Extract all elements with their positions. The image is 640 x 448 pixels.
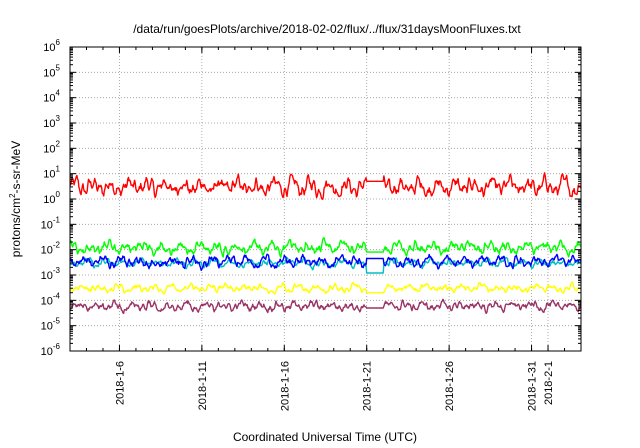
series-line-2	[69, 237, 581, 258]
y-tick-label-exp: 4	[56, 89, 61, 98]
series-layer	[69, 172, 582, 315]
x-tick-label: 2018-1-31	[527, 361, 539, 411]
y-tick-label-exp: -2	[53, 241, 61, 250]
y-tick-label-base: 10	[43, 93, 55, 105]
x-tick-label: 2018-1-11	[197, 361, 209, 410]
y-tick-label-base: 10	[43, 42, 55, 54]
series-line-4	[69, 253, 582, 271]
y-tick-label: 100	[43, 190, 60, 206]
y-tick-label-exp: -5	[53, 317, 61, 326]
grid	[70, 47, 581, 351]
y-tick-label-exp: 2	[56, 139, 61, 148]
y-tick-label: 105	[43, 63, 60, 79]
y-tick-label-exp: 1	[56, 165, 61, 174]
y-tick-label-exp: 5	[56, 63, 61, 72]
y-tick-label: 106	[43, 38, 60, 54]
y-axis-label-base: protons/cm	[9, 198, 23, 257]
y-tick-label: 101	[43, 165, 60, 181]
y-tick-label: 104	[43, 89, 60, 105]
y-axis-label-sup: 2	[8, 193, 17, 198]
y-tick-label-base: 10	[41, 295, 53, 307]
y-tick-label: 103	[43, 114, 60, 130]
series-line-5	[69, 281, 582, 295]
y-tick-label-base: 10	[41, 346, 53, 358]
y-tick-label-exp: -4	[53, 291, 61, 300]
y-axis-label-rest: -s-sr-MeV	[9, 141, 23, 194]
y-tick-label-exp: 0	[56, 190, 61, 199]
x-tick-label: 2018-1-26	[444, 361, 456, 411]
x-tick-label: 2018-1-6	[114, 361, 126, 405]
y-tick-label-base: 10	[43, 143, 55, 155]
y-tick-label-base: 10	[43, 169, 55, 181]
series-line-6	[69, 298, 582, 315]
y-tick-label-exp: 3	[56, 114, 61, 123]
y-tick-label-base: 10	[41, 219, 53, 231]
y-tick-label-base: 10	[41, 321, 53, 333]
y-tick-label-exp: -6	[53, 342, 61, 351]
x-axis-label: Coordinated Universal Time (UTC)	[233, 430, 417, 444]
x-axis: 2018-1-6 2018-1-11 2018-1-16 2018-1-21 2018-…	[85, 47, 566, 411]
y-tick-label-base: 10	[43, 67, 55, 79]
y-axis: 10-610-510-410-310-210-11001011021031041…	[41, 38, 581, 358]
y-tick-label: 10-5	[41, 317, 61, 333]
y-tick-label: 10-1	[41, 215, 61, 231]
y-tick-label-base: 10	[41, 245, 53, 257]
y-tick-label-exp: -1	[53, 215, 61, 224]
y-tick-label-base: 10	[41, 270, 53, 282]
y-tick-label: 10-2	[41, 241, 61, 257]
x-tick-label: 2018-2-1	[543, 361, 555, 405]
y-axis-label: protons/cm2-s-sr-MeV	[8, 141, 23, 257]
y-tick-label: 10-3	[41, 266, 61, 282]
x-tick-label: 2018-1-21	[362, 361, 374, 411]
y-tick-label-base: 10	[43, 194, 55, 206]
y-tick-label: 10-4	[41, 291, 61, 307]
y-tick-label: 102	[43, 139, 60, 155]
y-tick-label-base: 10	[43, 118, 55, 130]
series-line-1	[69, 172, 582, 200]
y-tick-label: 10-6	[41, 342, 61, 358]
chart-title: /data/run/goesPlots/archive/2018-02-02/f…	[133, 22, 521, 36]
y-tick-label-exp: 6	[56, 38, 61, 47]
x-tick-label: 2018-1-16	[279, 361, 291, 411]
y-tick-label-exp: -3	[53, 266, 61, 275]
